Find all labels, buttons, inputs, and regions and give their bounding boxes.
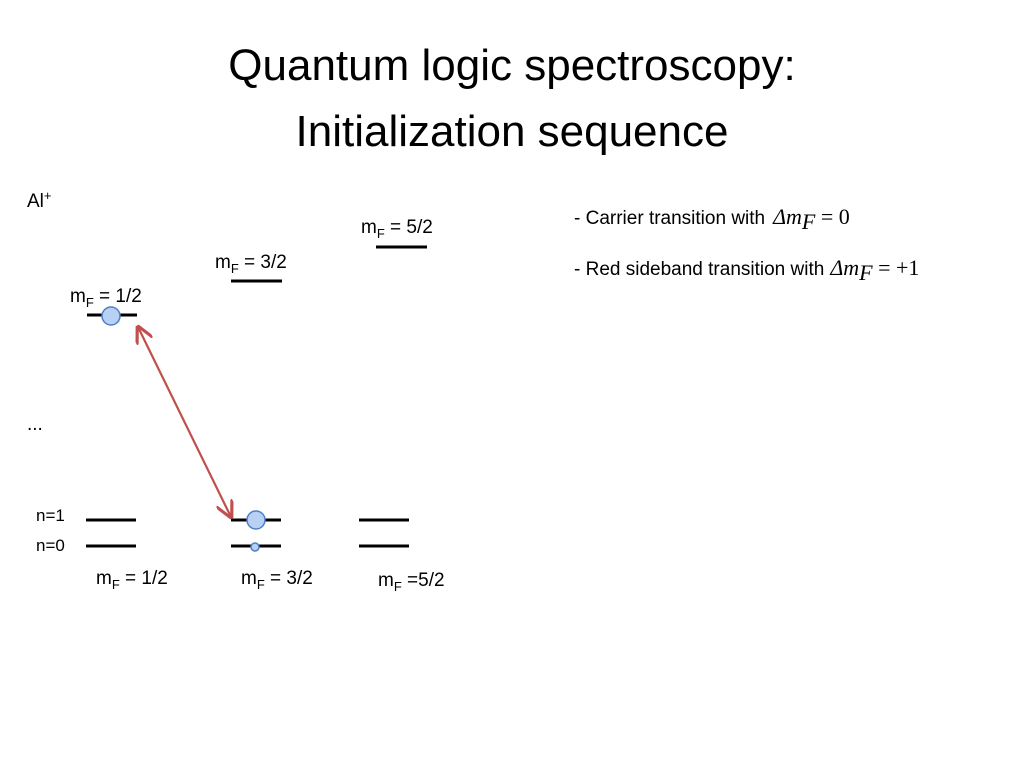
- formula: Δm: [829, 255, 859, 280]
- formula-sub: F: [858, 260, 873, 285]
- motional-label: n=1: [36, 506, 65, 525]
- note: - Carrier transition with ΔmF = 0: [574, 204, 850, 234]
- formula-rest: = 0: [815, 204, 849, 229]
- note-text: - Carrier transition with: [574, 208, 765, 229]
- ion-label: Al+: [27, 188, 52, 212]
- level-label: mF =5/2: [378, 570, 445, 594]
- level-label: mF = 3/2: [215, 252, 287, 276]
- m: m: [215, 252, 231, 273]
- ion-charge: +: [44, 188, 52, 203]
- motional-label: n=0: [36, 536, 65, 555]
- title-line: Quantum logic spectroscopy:: [228, 41, 795, 90]
- formula-sub: F: [801, 209, 816, 234]
- m: m: [378, 570, 394, 591]
- rest: = 1/2: [120, 568, 168, 589]
- sub: F: [231, 261, 239, 276]
- rest: =5/2: [402, 570, 445, 591]
- level-label: mF = 3/2: [241, 568, 313, 592]
- sub: F: [112, 577, 120, 592]
- ellipsis: ...: [27, 414, 43, 435]
- note: - Red sideband transition with ΔmF = +1: [574, 255, 919, 285]
- level-label: mF = 1/2: [70, 286, 142, 310]
- population: [250, 542, 260, 552]
- rest: = 3/2: [265, 568, 313, 589]
- title-line: Initialization sequence: [296, 107, 729, 156]
- m: m: [70, 286, 86, 307]
- formula: Δm: [772, 204, 802, 229]
- m: m: [361, 217, 377, 238]
- formula-rest: = +1: [873, 255, 920, 280]
- ion-symbol: Al: [27, 191, 44, 212]
- sub: F: [394, 579, 402, 594]
- level-label: mF = 1/2: [96, 568, 168, 592]
- population: [246, 510, 266, 530]
- rest: = 1/2: [94, 286, 142, 307]
- sub: F: [377, 226, 385, 241]
- m: m: [96, 568, 112, 589]
- transition-arrow: [138, 327, 231, 517]
- note-text: - Red sideband transition with: [574, 259, 824, 280]
- m: m: [241, 568, 257, 589]
- rest: = 3/2: [239, 252, 287, 273]
- sub: F: [86, 295, 94, 310]
- level-label: mF = 5/2: [361, 217, 433, 241]
- rest: = 5/2: [385, 217, 433, 238]
- sub: F: [257, 577, 265, 592]
- population: [101, 306, 121, 326]
